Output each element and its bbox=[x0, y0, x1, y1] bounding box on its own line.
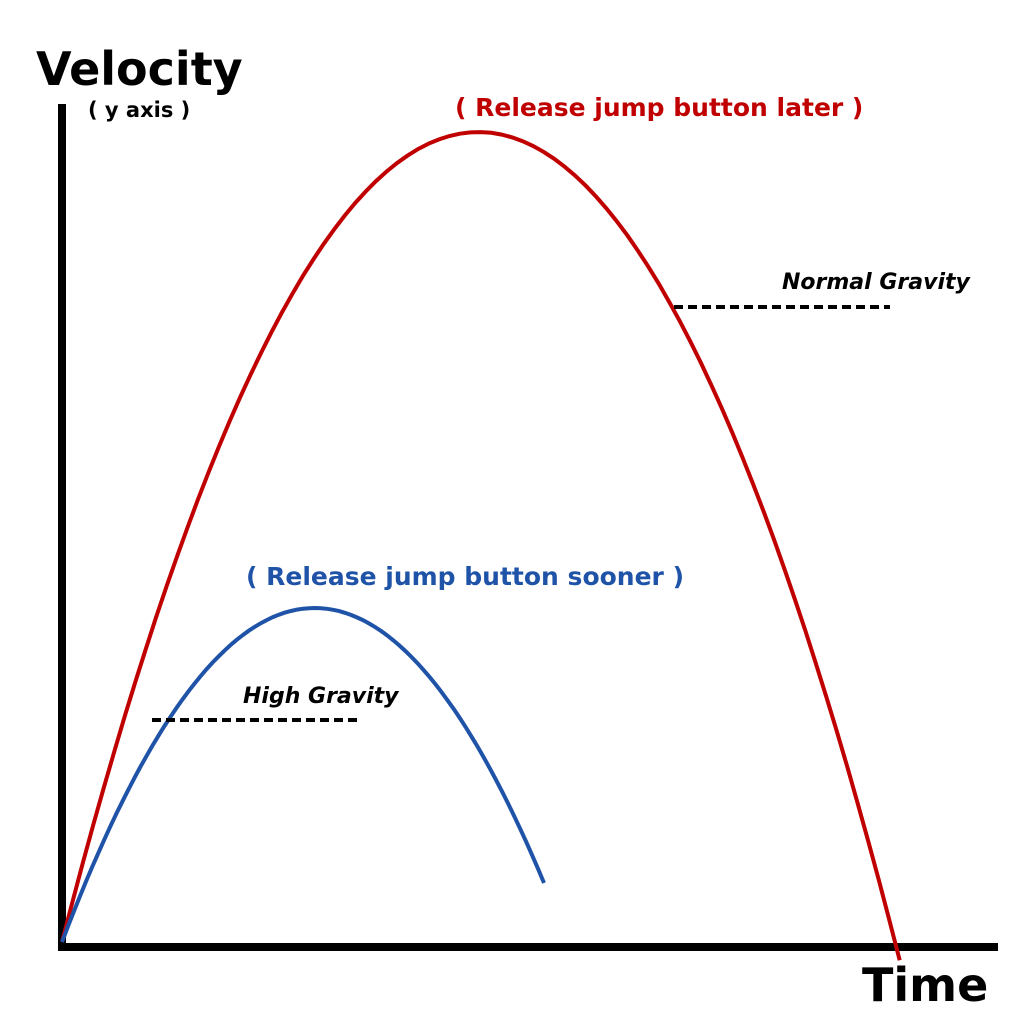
y-axis-title: Velocity bbox=[36, 42, 243, 96]
x-axis-title: Time bbox=[862, 958, 989, 1012]
normal-gravity-label: Normal Gravity bbox=[782, 270, 970, 295]
curve-label-sooner: ( Release jump button sooner ) bbox=[246, 562, 685, 591]
curve-label-later: ( Release jump button later ) bbox=[455, 93, 864, 122]
curve-release-later bbox=[60, 130, 902, 961]
y-axis-subtitle: ( y axis ) bbox=[88, 98, 191, 122]
curve-release-sooner bbox=[60, 605, 546, 943]
high-gravity-label: High Gravity bbox=[243, 684, 399, 709]
